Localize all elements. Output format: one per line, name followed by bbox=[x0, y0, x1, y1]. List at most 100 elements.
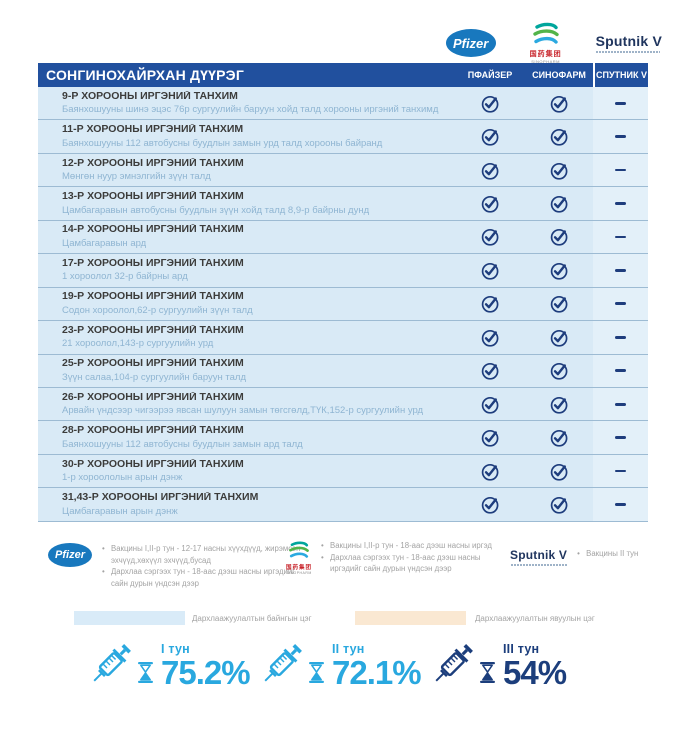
pfizer-legend-item: Дархлаа сэргээх тун - 18-аас дээш насны … bbox=[102, 566, 307, 589]
not-available-dash bbox=[615, 402, 626, 406]
dose2-percent: 72.1% bbox=[332, 653, 422, 691]
khoroo-location: Цамбагаравын арын дэнж bbox=[62, 505, 178, 517]
sinopharm-waves-icon bbox=[532, 22, 559, 44]
khoroo-location: 1-р хороололын арын дэнж bbox=[62, 472, 183, 484]
column-header-sputnik: СПУТНИК V bbox=[593, 63, 648, 87]
sputnik-logo-text: Sputnik V bbox=[510, 548, 568, 562]
pfizer-logo: Pfizer bbox=[445, 29, 496, 57]
check-icon bbox=[481, 129, 498, 146]
dose2-stat: II тун 72.1% bbox=[255, 633, 426, 691]
check-icon bbox=[481, 463, 498, 481]
not-available-dash bbox=[615, 503, 626, 506]
check-icon bbox=[481, 262, 498, 280]
sputnik-availability-cell bbox=[593, 153, 648, 187]
syringe-icon bbox=[435, 644, 473, 682]
table-row: 31,43-Р ХОРООНЫ ИРГЭНИЙ ТАНХИМ Цамбагара… bbox=[38, 488, 648, 522]
hourglass-icon bbox=[138, 662, 153, 683]
khoroo-name: 26-Р ХОРООНЫ ИРГЭНИЙ ТАНХИМ bbox=[62, 391, 244, 403]
row-text: 31,43-Р ХОРООНЫ ИРГЭНИЙ ТАНХИМ Цамбагара… bbox=[38, 492, 455, 517]
table-row: 9-Р ХОРООНЫ ИРГЭНИЙ ТАНХИМ Баянхошууны ш… bbox=[38, 87, 648, 121]
pfizer-legend-item: Вакцины I,II-р тун - 12-17 насны хүүхдүү… bbox=[102, 543, 307, 566]
sputnik-availability-cell bbox=[593, 287, 648, 321]
sinopharm-availability-cell bbox=[525, 226, 593, 247]
sputnik-logo-text: Sputnik V bbox=[595, 33, 662, 50]
district-title: СОНГИНОХАЙРХАН ДҮҮРЭГ bbox=[46, 67, 244, 83]
sputnik-legend: Sputnik V Вакцины II тун bbox=[510, 548, 688, 566]
pfizer-legend-logo-text: Pfizer bbox=[55, 549, 85, 561]
row-text: 13-Р ХОРООНЫ ИРГЭНИЙ ТАНХИМ Цамбагаравын… bbox=[38, 191, 455, 216]
row-text: 28-Р ХОРООНЫ ИРГЭНИЙ ТАНХИМ Баянхошууны … bbox=[38, 425, 455, 450]
not-available-dash bbox=[615, 335, 626, 339]
khoroo-location: Баянхошууны 112 автобусны буудлын замын … bbox=[62, 137, 383, 149]
khoroo-name: 9-Р ХОРООНЫ ИРГЭНИЙ ТАНХИМ bbox=[62, 90, 238, 102]
sinopharm-cn-text: 国药集团 bbox=[285, 565, 312, 571]
dose3-percent: 54% bbox=[503, 653, 567, 691]
check-icon bbox=[550, 296, 567, 314]
khoroo-location: Цамбагаравын ард bbox=[62, 238, 147, 250]
khoroo-location: Зүүн салаа,104-р сургуулийн баруун талд bbox=[62, 371, 247, 383]
dose1-stat: I тун 75.2% bbox=[84, 633, 255, 691]
pfizer-availability-cell bbox=[455, 360, 525, 381]
pfizer-availability-cell bbox=[455, 327, 525, 348]
sputnik-tagline-line bbox=[595, 51, 660, 53]
sputnik-availability-cell bbox=[593, 421, 648, 454]
check-icon bbox=[481, 329, 498, 347]
row-text: 17-Р ХОРООНЫ ИРГЭНИЙ ТАНХИМ 1 хороолол 3… bbox=[38, 258, 455, 283]
column-header-pfizer: ПФАЙЗЕР bbox=[467, 70, 513, 80]
khoroo-location: 1 хороолол 32-р байрны ард bbox=[62, 271, 188, 283]
row-text: 11-Р ХОРООНЫ ИРГЭНИЙ ТАНХИМ Баянхошууны … bbox=[38, 124, 455, 149]
check-icon bbox=[481, 363, 498, 380]
dose2-label: II тун bbox=[332, 642, 365, 656]
table-row: 25-Р ХОРООНЫ ИРГЭНИЙ ТАНХИМ Зүүн салаа,1… bbox=[38, 354, 648, 388]
sinopharm-en-text: SINOPHARM bbox=[531, 59, 560, 64]
not-available-dash bbox=[615, 436, 626, 439]
sinopharm-availability-cell bbox=[525, 293, 593, 314]
sinopharm-en-text: SINOPHARM bbox=[286, 571, 312, 575]
check-icon bbox=[550, 229, 567, 247]
table-row: 19-Р ХОРООНЫ ИРГЭНИЙ ТАНХИМ Содон хороол… bbox=[38, 287, 648, 322]
dose3-stat: III тун 54% bbox=[426, 633, 597, 691]
check-icon bbox=[550, 195, 567, 213]
fixed-point-swatch bbox=[74, 611, 185, 625]
sputnik-availability-cell bbox=[593, 87, 648, 120]
pfizer-availability-cell bbox=[455, 160, 525, 181]
check-icon bbox=[550, 430, 567, 447]
check-icon bbox=[550, 262, 567, 280]
sputnik-availability-cell bbox=[593, 387, 648, 421]
check-icon bbox=[481, 95, 498, 113]
khoroo-location: Баянхошууны 112 автобусны буудлын замын … bbox=[62, 438, 303, 450]
khoroo-location: Цамбагаравын автобусны буудлын зүүн хойд… bbox=[62, 204, 370, 216]
khoroo-location: Арвайн үндсээр чигээрээ явсан шулуун зам… bbox=[62, 405, 424, 417]
pfizer-availability-cell bbox=[455, 93, 525, 114]
khoroo-location: Мөнгөн нуур эмнэлгийн зүүн талд bbox=[62, 171, 211, 183]
sinopharm-legend-item: Дархлаа сэргээх тун - 18-аас дээш насны … bbox=[321, 552, 499, 575]
table-header: СОНГИНОХАЙРХАН ДҮҮРЭГ ПФАЙЗЕР СИНОФАРМ С… bbox=[38, 63, 648, 87]
sinopharm-logo: 国药集团 SINOPHARM bbox=[528, 22, 564, 64]
sputnik-availability-cell bbox=[593, 220, 648, 254]
table-row: 12-Р ХОРООНЫ ИРГЭНИЙ ТАНХИМ Мөнгөн нуур … bbox=[38, 153, 648, 188]
sinopharm-availability-cell bbox=[525, 260, 593, 281]
pfizer-availability-cell bbox=[455, 293, 525, 314]
sputnik-availability-cell bbox=[593, 488, 648, 521]
khoroo-name: 19-Р ХОРООНЫ ИРГЭНИЙ ТАНХИМ bbox=[62, 291, 244, 303]
sputnik-logo: Sputnik V bbox=[595, 33, 662, 53]
pfizer-availability-cell bbox=[455, 427, 525, 448]
pfizer-availability-cell bbox=[455, 126, 525, 147]
khoroo-name: 13-Р ХОРООНЫ ИРГЭНИЙ ТАНХИМ bbox=[62, 191, 244, 203]
sinopharm-availability-cell bbox=[525, 93, 593, 114]
table-row: 30-Р ХОРООНЫ ИРГЭНИЙ ТАНХИМ 1-р хороолол… bbox=[38, 454, 648, 489]
point-type-legend: Дархлаажуулалтын байнгын цэг Дархлаажуул… bbox=[0, 611, 688, 627]
syringe-icon bbox=[264, 644, 302, 682]
sinopharm-cn-text: 国药集团 bbox=[529, 51, 562, 58]
sputnik-availability-cell bbox=[593, 187, 648, 220]
row-text: 12-Р ХОРООНЫ ИРГЭНИЙ ТАНХИМ Мөнгөн нуур … bbox=[38, 158, 455, 183]
check-icon bbox=[550, 329, 567, 347]
khoroo-location: Баянхошууны шинэ эцэс 76р сургуулийн бар… bbox=[62, 104, 439, 116]
sputnik-availability-cell bbox=[593, 120, 648, 153]
sinopharm-availability-cell bbox=[525, 193, 593, 214]
khoroo-name: 17-Р ХОРООНЫ ИРГЭНИЙ ТАНХИМ bbox=[62, 257, 244, 269]
pfizer-availability-cell bbox=[455, 193, 525, 214]
sinopharm-availability-cell bbox=[525, 160, 593, 181]
pfizer-legend: Pfizer Вакцины I,II-р тун - 12-17 насны … bbox=[48, 543, 307, 590]
row-text: 25-Р ХОРООНЫ ИРГЭНИЙ ТАНХИМ Зүүн салаа,1… bbox=[38, 358, 455, 383]
